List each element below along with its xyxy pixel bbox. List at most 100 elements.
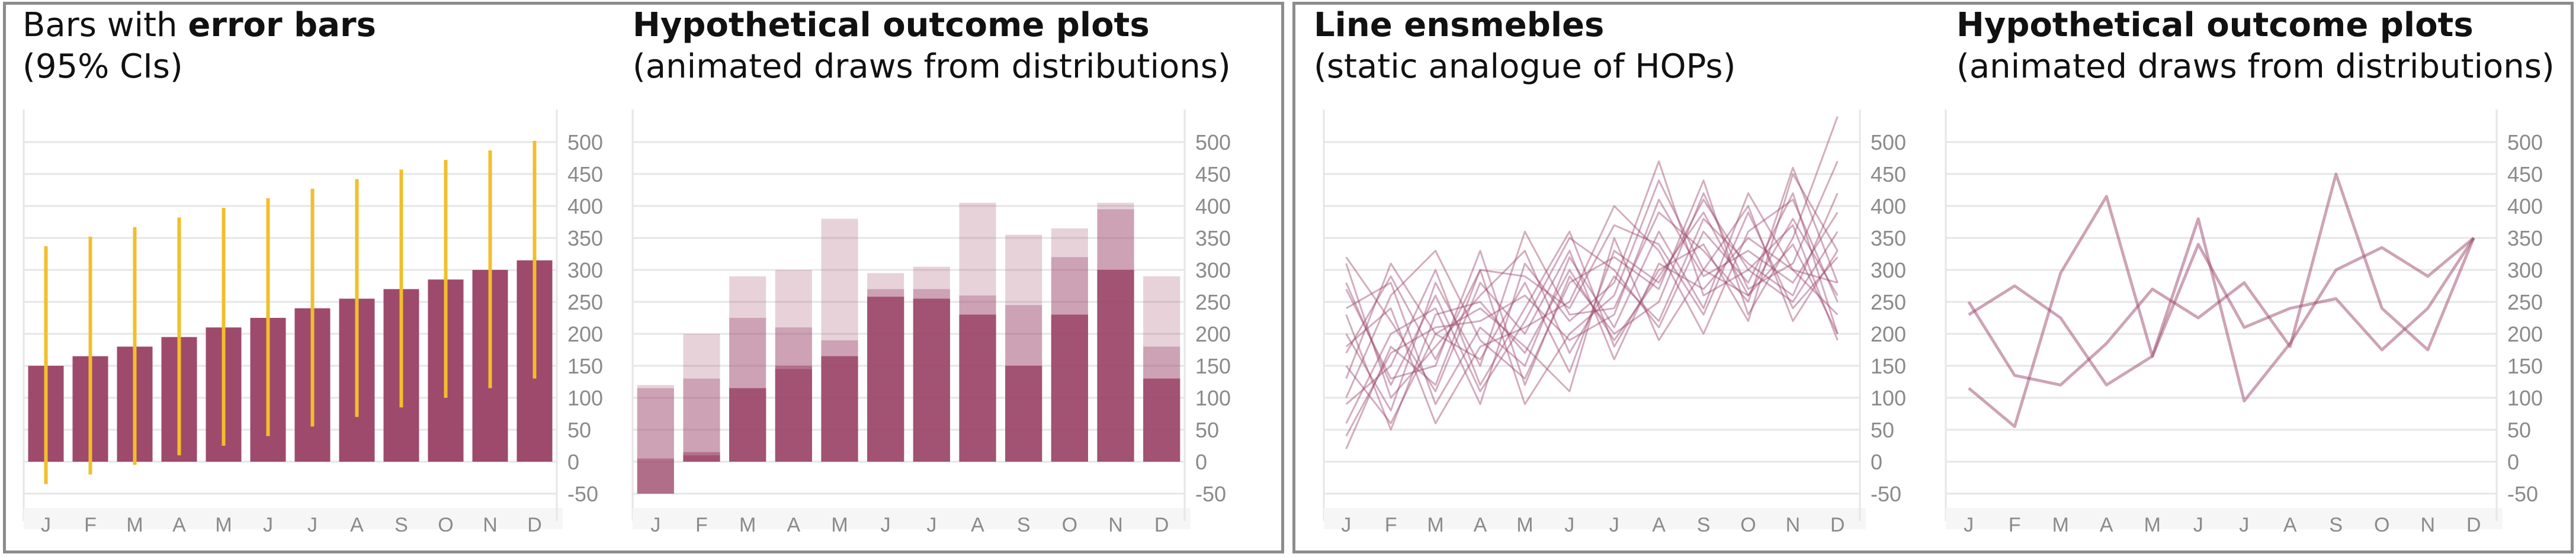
x-tick-label: F [1385,514,1397,536]
bar [637,462,674,494]
x-tick-label: D [527,514,542,536]
series-line [1345,166,1839,412]
x-tick-label: N [2420,514,2435,536]
x-tick-label: D [1154,514,1169,536]
y-tick-label: 150 [567,354,603,378]
y-tick-label: 50 [1195,418,1219,442]
series-line [1345,198,1839,437]
x-tick-label: D [1830,514,1845,536]
x-tick-label: J [650,514,660,536]
series-line [1345,192,1839,392]
series-line [1345,179,1839,449]
x-tick-label: F [2009,514,2021,536]
y-tick-label: 400 [2507,194,2543,218]
y-tick-label: 50 [567,418,591,442]
y-tick-label: 450 [1871,162,1906,186]
x-tick-label: A [787,514,800,536]
y-tick-label: 100 [567,386,603,410]
x-tick-label: N [1786,514,1801,536]
bar [913,298,950,462]
panel1-subtitle: (95% CIs) [23,47,183,86]
y-tick-label: 300 [1195,258,1231,282]
x-tick-label: S [1697,514,1711,536]
y-tick-label: -50 [1195,482,1226,506]
y-tick-label: 300 [1871,258,1906,282]
x-tick-label: A [2283,514,2297,536]
x-tick-label: J [2193,514,2203,536]
panel4-subtitle: (animated draws from distributions) [1956,47,2555,86]
y-tick-label: 350 [1195,226,1231,250]
x-tick-label: M [831,514,848,536]
bar [683,378,720,462]
y-tick-label: 400 [567,194,603,218]
y-tick-label: 450 [567,162,603,186]
bar [729,388,766,462]
y-tick-label: 350 [2507,226,2543,250]
x-tick-label: N [1108,514,1123,536]
series-line [1345,205,1839,392]
series-line [1345,198,1839,424]
x-axis-band [1324,508,1866,529]
y-tick-label: 250 [2507,290,2543,314]
series-line [1345,211,1839,360]
y-tick-label: 0 [567,450,579,474]
y-tick-label: 200 [567,322,603,346]
x-tick-label: S [2329,514,2343,536]
y-tick-label: 0 [1871,450,1882,474]
x-tick-label: J [2239,514,2249,536]
x-tick-label: A [172,514,186,536]
series-line [1345,192,1839,399]
bar [1051,314,1088,462]
x-tick-label: S [1017,514,1031,536]
x-tick-label: J [1609,514,1619,536]
x-axis-band [1946,508,2503,529]
y-tick-label: 250 [1195,290,1231,314]
chart-3: -50 0 50 100 150 200 250 300 350 400 450 500 J F M A M J J… [1323,110,1906,536]
series-line [1345,173,1839,405]
x-tick-label: J [307,514,317,536]
y-tick-label: 350 [1871,226,1906,250]
x-tick-label: A [1652,514,1666,536]
y-tick-label: 150 [1871,354,1906,378]
bar [821,356,858,462]
series-line [1345,160,1839,386]
series-line [1345,116,1839,398]
series-line [1345,237,1839,392]
series-line [1345,211,1839,431]
x-tick-label: M [1516,514,1533,536]
panel3-title: Line ensmebles (static analogue of HOPs) [1314,5,1735,88]
y-tick-label: 300 [2507,258,2543,282]
x-tick-label: F [695,514,708,536]
x-tick-label: A [2100,514,2113,536]
y-tick-label: 100 [1195,386,1231,410]
bar [1143,378,1180,462]
y-tick-label: 50 [1871,418,1894,442]
panel3-subtitle: (static analogue of HOPs) [1314,47,1736,86]
y-tick-label: 100 [1871,386,1906,410]
x-tick-label: J [881,514,891,536]
plot-area [1324,110,1866,527]
bar [959,314,996,462]
series-line [1345,198,1839,424]
chart-1: -50 0 50 100 150 200 250 300 350 400 450 500 J F M A M J J… [23,110,603,536]
bar [683,455,720,462]
x-tick-label: M [739,514,756,536]
x-tick-label: D [2466,514,2481,536]
x-tick-label: J [1964,514,1974,536]
x-tick-label: J [926,514,936,536]
y-tick-label: 500 [567,130,603,154]
left-figure-frame [3,2,1284,553]
y-tick-label: 450 [2507,162,2543,186]
chart-4: -50 0 50 100 150 200 250 300 350 400 450 500 J F M A M J J… [1945,110,2543,536]
y-tick-label: 0 [2507,450,2519,474]
x-tick-label: O [1062,514,1077,536]
y-tick-label: 400 [1195,194,1231,218]
x-tick-label: A [971,514,984,536]
y-tick-label: 200 [2507,322,2543,346]
bar [775,369,812,462]
x-tick-label: S [394,514,408,536]
bar [637,385,674,462]
bar [1097,270,1134,462]
chart-2: -50 0 50 100 150 200 250 300 350 400 450 500 J F M A M J J… [631,110,1231,536]
x-tick-label: J [1341,514,1351,536]
